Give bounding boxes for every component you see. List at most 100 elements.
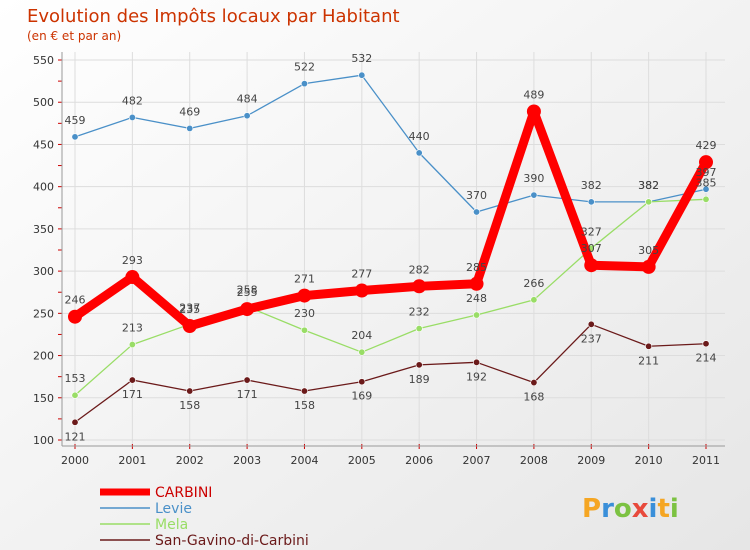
data-point [702,340,710,348]
x-tick-label: 2006 [405,454,433,467]
data-label: 211 [638,354,659,367]
series-san-gavino-di-carbini [71,320,710,426]
axes: 100 150 200 250 300 350 400 450 500 550 2000 2001 20… [33,52,725,467]
series-line [74,323,707,423]
logo-text: Proxiti [582,494,679,524]
legend-label: Mela [155,517,188,533]
data-point [186,387,194,395]
data-point [300,387,308,395]
data-point [473,208,481,216]
y-tick-label: 200 [33,350,54,363]
data-label: 327 [581,225,602,238]
data-point [240,302,255,317]
data-label: 232 [409,306,430,319]
data-point [182,319,197,333]
data-point [243,112,251,120]
data-label: 469 [179,105,200,118]
data-point [358,71,366,79]
x-tick-label: 2003 [233,454,261,467]
data-label: 248 [466,292,487,305]
data-label: 390 [523,172,544,185]
chart-title: Evolution des Impôts locaux par Habitant [27,6,400,27]
x-tick-label: 2007 [463,454,491,467]
data-point [645,342,653,350]
data-point [71,391,79,399]
data-label: 440 [409,130,430,143]
data-point [645,198,653,206]
data-label: 204 [351,329,372,342]
logo-letter: P [582,494,601,524]
series-line [74,74,707,213]
data-label: 230 [294,307,315,320]
data-point [473,358,481,366]
data-point [354,283,369,298]
data-point [125,270,140,285]
x-tick-label: 2001 [118,454,146,467]
data-label: 489 [523,89,544,102]
data-label: 169 [351,390,372,403]
data-point [584,258,599,273]
data-point [530,296,538,304]
data-label: 237 [581,332,602,345]
data-point [68,309,82,324]
logo-letter: x [632,494,649,524]
data-point [526,104,541,119]
data-point [243,376,251,384]
x-tick-label: 2002 [176,454,204,467]
legend-label: San-Gavino-di-Carbini [155,533,309,549]
data-label: 429 [696,139,717,152]
data-label: 171 [122,388,143,401]
data-label: 255 [237,286,258,299]
data-label: 382 [581,179,602,192]
y-tick-label: 400 [33,181,54,194]
data-label: 271 [294,273,315,286]
data-point [71,133,79,141]
data-label: 213 [122,322,143,335]
data-point [358,378,366,386]
data-label: 382 [638,179,659,192]
y-tick-label: 500 [33,96,54,109]
logo-letter: t [657,494,669,524]
data-label: 382 [638,179,659,192]
series-line [74,198,707,396]
series-line [70,107,711,331]
data-label: 482 [122,94,143,107]
y-tick-label: 100 [33,434,54,447]
data-label: 237 [179,301,200,314]
data-point [587,320,595,328]
legend-item: San-Gavino-di-Carbini [100,533,309,549]
data-label: 266 [523,277,544,290]
data-label: 307 [581,242,602,255]
data-label: 158 [179,399,200,412]
y-tick-label: 450 [33,138,54,151]
logo-letter: i [649,494,658,524]
data-label: 293 [122,254,143,267]
data-point [415,325,423,333]
data-label: 192 [466,370,487,383]
logo-letter: o [614,494,632,524]
data-point [415,149,423,157]
x-tick-label: 2010 [635,454,663,467]
data-label: 171 [237,388,258,401]
x-tick-label: 2009 [577,454,605,467]
legend-item: Levie [100,501,192,517]
data-point [297,288,312,303]
data-label: 532 [351,52,372,65]
data-label: 158 [294,399,315,412]
x-tick-label: 2011 [692,454,720,467]
data-labels: 459 482 469 484 522 532 440 370 390 382 382 397 153 2… [65,52,717,443]
legend-label: CARBINI [155,485,212,501]
series [68,71,713,426]
data-label: 246 [65,294,86,307]
data-point [71,418,79,426]
series-carbini [68,104,713,333]
data-point [415,361,423,369]
data-label: 153 [65,372,86,385]
data-label: 385 [696,176,717,189]
y-tick-label: 300 [33,265,54,278]
data-label: 168 [523,391,544,404]
legend-label: Levie [155,501,192,517]
